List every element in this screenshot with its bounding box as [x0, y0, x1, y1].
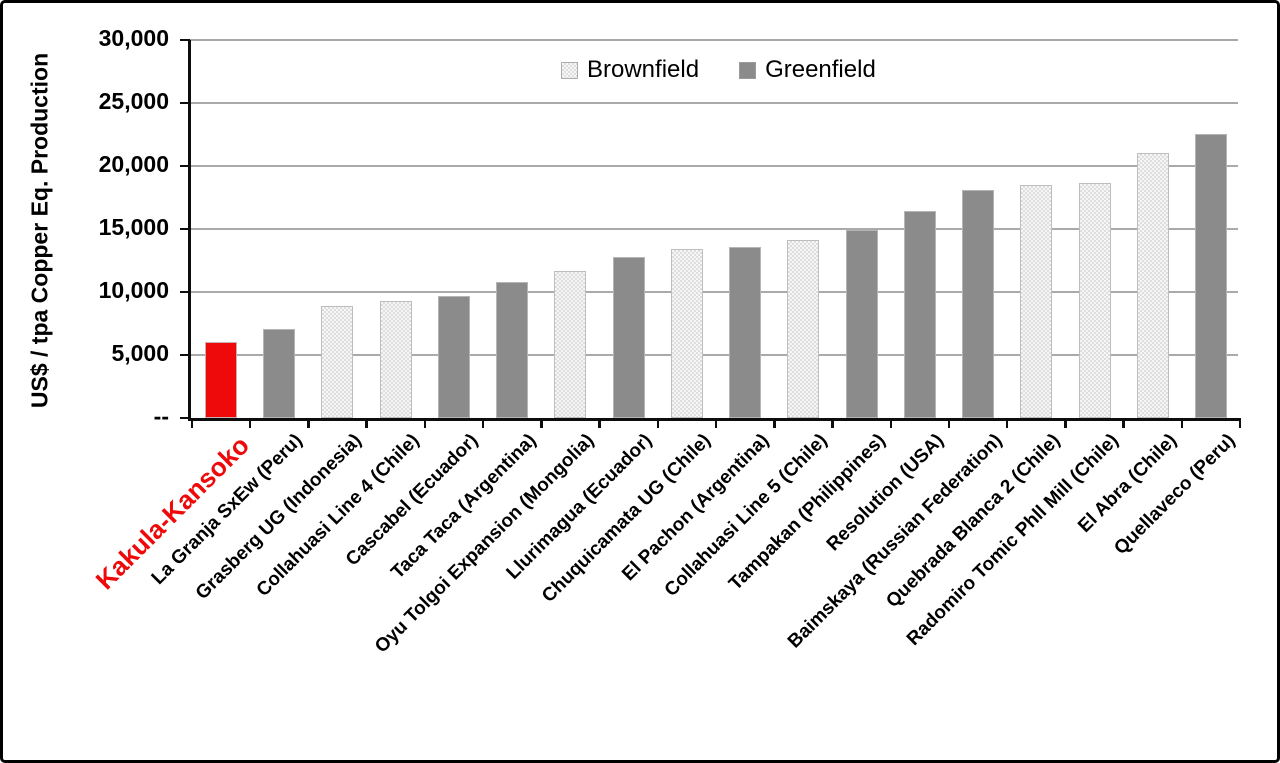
- y-tick-mark: [180, 416, 190, 420]
- y-axis-line: [188, 40, 191, 421]
- bar-cascabel-ecuador: [437, 296, 470, 418]
- bar-taca-taca-argentina: [496, 282, 529, 418]
- legend: Brownfield Greenfield: [561, 56, 876, 84]
- bar-el-pachon-argentina: [729, 247, 762, 418]
- y-tick-mark: [180, 38, 190, 42]
- bar-collahuasi-line-5-chile: [787, 240, 820, 418]
- x-tick-mark: [656, 418, 660, 428]
- bar-tampakan-philippines: [845, 230, 878, 418]
- brownfield-swatch-icon: [561, 61, 578, 79]
- bar-collahuasi-line-4-chile: [379, 301, 412, 418]
- y-tick-label: 30,000: [98, 25, 169, 51]
- x-tick-mark: [773, 418, 776, 428]
- legend-item-greenfield: Greenfield: [739, 56, 876, 84]
- x-tick-mark: [1180, 418, 1184, 428]
- gridline-15000: [190, 228, 1238, 230]
- x-tick-mark: [365, 418, 368, 428]
- bar-el-abra-chile: [1136, 153, 1169, 418]
- legend-label-brownfield: Brownfield: [587, 56, 700, 83]
- y-tick-mark: [180, 227, 190, 231]
- bar-kakula-kansoko: [205, 342, 237, 418]
- x-tick-mark: [889, 418, 892, 428]
- bar-grasberg-ug-indonesia: [321, 306, 354, 418]
- legend-item-brownfield: Brownfield: [561, 56, 699, 84]
- bar-llurimagua-ecuador: [612, 257, 645, 418]
- bar-radomiro-tomic-phll-mill-chile: [1078, 183, 1111, 418]
- x-tick-mark: [1122, 418, 1125, 428]
- x-tick-mark: [540, 418, 543, 428]
- bar-chuquicamata-ug-chile: [670, 249, 703, 418]
- x-tick-mark: [481, 418, 485, 428]
- y-tick-mark: [180, 164, 190, 168]
- bar-resolution-usa: [903, 211, 936, 418]
- x-tick-mark: [831, 418, 834, 428]
- y-tick-label: 20,000: [98, 151, 169, 177]
- y-tick-label: --: [153, 403, 169, 429]
- x-tick-mark: [1005, 418, 1009, 428]
- bar-baimskaya-russian-federation: [962, 190, 995, 418]
- x-tick-mark: [1238, 418, 1242, 428]
- bar-quellaveco-peru: [1195, 134, 1228, 418]
- gridline-10000: [190, 291, 1238, 293]
- bar-oyu-tolgoi-expansion-mongolia: [554, 271, 587, 418]
- bar-la-granja-sxew-peru: [263, 329, 296, 418]
- x-tick-mark: [423, 418, 427, 428]
- x-tick-mark: [1064, 418, 1067, 428]
- y-tick-mark: [180, 290, 190, 294]
- gridline-30000: [190, 39, 1238, 41]
- y-tick-label: 5,000: [111, 340, 169, 366]
- gridline-20000: [190, 165, 1238, 167]
- y-tick-mark: [180, 101, 190, 105]
- greenfield-swatch-icon: [739, 61, 757, 79]
- gridline-5000: [190, 354, 1238, 356]
- x-axis-line: [188, 418, 1240, 421]
- x-tick-mark: [190, 418, 194, 428]
- y-tick-label: 25,000: [98, 88, 169, 114]
- gridline-25000: [190, 102, 1238, 104]
- bar-quebrada-blanca-2-chile: [1020, 185, 1053, 418]
- y-tick-mark: [180, 353, 190, 357]
- legend-label-greenfield: Greenfield: [765, 56, 876, 83]
- x-label-baimskaya-russian-federation: Baimskaya (Russian Federation): [783, 430, 1006, 653]
- x-tick-mark: [947, 418, 951, 428]
- x-tick-mark: [307, 418, 310, 428]
- x-tick-mark: [714, 418, 718, 428]
- x-tick-mark: [248, 418, 252, 428]
- x-label-radomiro-tomic-phll-mill-chile: Radomiro Tomic Phll Mill (Chile): [902, 430, 1123, 650]
- y-tick-label: 10,000: [98, 277, 169, 303]
- y-tick-label: 15,000: [98, 214, 169, 240]
- x-tick-mark: [598, 418, 601, 428]
